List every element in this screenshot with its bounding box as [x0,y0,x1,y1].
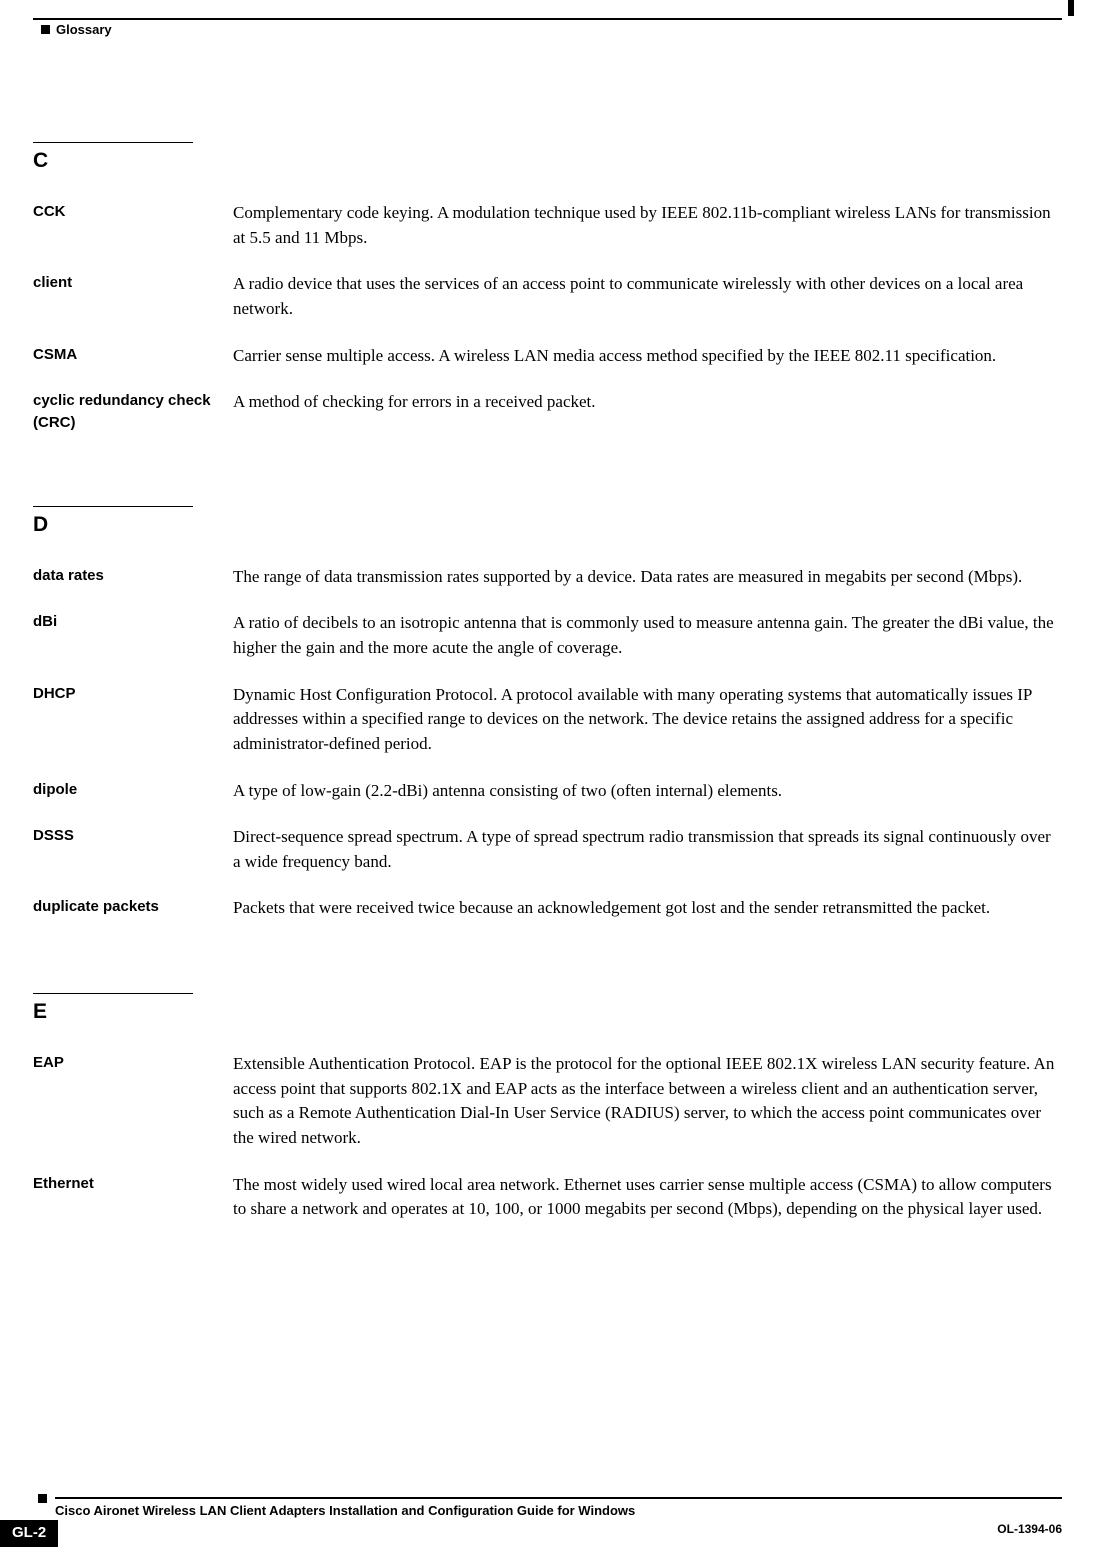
glossary-entry: dBi A ratio of decibels to an isotropic … [33,611,1062,660]
glossary-term: data rates [33,565,233,590]
section-rule [33,506,193,507]
glossary-term: dBi [33,611,233,660]
glossary-entry: client A radio device that uses the serv… [33,272,1062,321]
glossary-term: cyclic redundancy check (CRC) [33,390,233,434]
glossary-definition: A radio device that uses the services of… [233,272,1062,321]
top-rule [33,18,1062,20]
header-bullet-icon [41,25,50,34]
glossary-term: EAP [33,1052,233,1151]
section-rule [33,142,193,143]
running-header: Glossary [41,22,1062,37]
glossary-definition: Extensible Authentication Protocol. EAP … [233,1052,1062,1151]
glossary-definition: Direct-sequence spread spectrum. A type … [233,825,1062,874]
glossary-entry: data rates The range of data transmissio… [33,565,1062,590]
glossary-definition: Carrier sense multiple access. A wireles… [233,344,1062,369]
glossary-term: Ethernet [33,1173,233,1222]
glossary-definition: A ratio of decibels to an isotropic ante… [233,611,1062,660]
glossary-content: C CCK Complementary code keying. A modul… [33,37,1062,1222]
glossary-entry: CSMA Carrier sense multiple access. A wi… [33,344,1062,369]
doc-id: OL-1394-06 [997,1520,1095,1536]
page-number: GL-2 [0,1520,58,1547]
glossary-entry: EAP Extensible Authentication Protocol. … [33,1052,1062,1151]
glossary-entry: Ethernet The most widely used wired loca… [33,1173,1062,1222]
section-letter: E [33,1000,1062,1024]
glossary-term: DSSS [33,825,233,874]
glossary-definition: Dynamic Host Configuration Protocol. A p… [233,683,1062,757]
glossary-definition: A type of low-gain (2.2-dBi) antenna con… [233,779,1062,804]
top-rule-right-cap [1068,0,1074,16]
glossary-entry: CCK Complementary code keying. A modulat… [33,201,1062,250]
header-section-title: Glossary [56,22,112,37]
section-d: D data rates The range of data transmiss… [33,506,1062,921]
section-letter: D [33,513,1062,537]
glossary-term: dipole [33,779,233,804]
glossary-term: duplicate packets [33,896,233,921]
glossary-definition: Complementary code keying. A modulation … [233,201,1062,250]
glossary-definition: The most widely used wired local area ne… [233,1173,1062,1222]
glossary-entry: cyclic redundancy check (CRC) A method o… [33,390,1062,434]
glossary-entry: dipole A type of low-gain (2.2-dBi) ante… [33,779,1062,804]
glossary-entry: duplicate packets Packets that were rece… [33,896,1062,921]
section-rule [33,993,193,994]
page-footer: Cisco Aironet Wireless LAN Client Adapte… [0,1497,1095,1547]
section-letter: C [33,149,1062,173]
glossary-entry: DHCP Dynamic Host Configuration Protocol… [33,683,1062,757]
glossary-term: DHCP [33,683,233,757]
glossary-definition: A method of checking for errors in a rec… [233,390,1062,434]
glossary-term: client [33,272,233,321]
glossary-definition: Packets that were received twice because… [233,896,1062,921]
footer-rule [55,1497,1062,1499]
glossary-entry: DSSS Direct-sequence spread spectrum. A … [33,825,1062,874]
glossary-page: Glossary C CCK Complementary code keying… [0,0,1095,1547]
glossary-definition: The range of data transmission rates sup… [233,565,1062,590]
footer-bottom-row: GL-2 OL-1394-06 [0,1520,1095,1547]
section-c: C CCK Complementary code keying. A modul… [33,142,1062,434]
footer-doc-title: Cisco Aironet Wireless LAN Client Adapte… [55,1503,1062,1518]
glossary-term: CCK [33,201,233,250]
glossary-term: CSMA [33,344,233,369]
section-e: E EAP Extensible Authentication Protocol… [33,993,1062,1222]
